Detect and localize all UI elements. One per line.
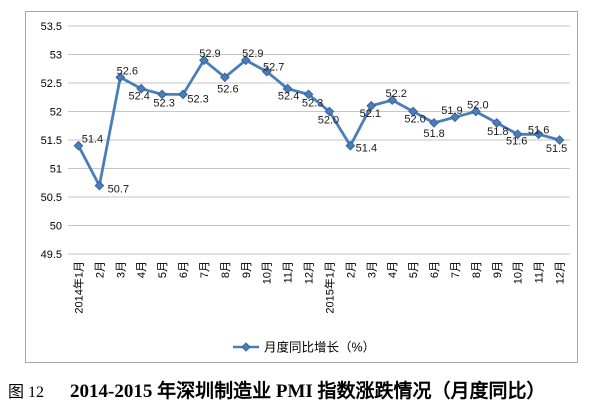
x-axis-tick-label: 11月 xyxy=(283,261,295,283)
x-axis-tick-label: 9月 xyxy=(492,261,504,278)
data-point-marker xyxy=(429,117,439,128)
data-point-marker xyxy=(554,135,565,145)
legend: 月度同比增长（%） xyxy=(233,340,375,355)
figure-title: 2014-2015 年深圳制造业 PMI 指数涨跌情况（月度同比） xyxy=(70,381,546,402)
x-axis-tick-label: 2015年1月 xyxy=(322,261,336,314)
data-point-marker xyxy=(73,140,84,151)
data-point-marker xyxy=(94,180,105,191)
y-axis-tick-label: 51 xyxy=(50,164,62,176)
data-point-label: 51.4 xyxy=(82,134,103,146)
data-point-label: 52.6 xyxy=(117,65,138,77)
data-point-label: 52.7 xyxy=(263,62,284,74)
data-point-marker xyxy=(261,66,272,77)
x-axis-tick-label: 6月 xyxy=(429,261,441,278)
pmi-line-chart: 53.5 53 52.5 52 51.5 51 50.5 50 49.5 2014年1月 2月 3月 4… xyxy=(25,11,578,363)
data-point-marker xyxy=(157,89,168,100)
data-point-marker xyxy=(136,83,147,94)
data-point-label: 51.6 xyxy=(528,124,549,136)
data-point-marker xyxy=(219,72,230,83)
x-axis-tick-label: 2014年1月 xyxy=(71,261,85,314)
data-point-marker xyxy=(324,106,335,117)
y-axis-tick-label: 53.5 xyxy=(41,21,62,33)
data-point-label: 51.4 xyxy=(356,143,377,155)
data-point-label: 52.0 xyxy=(404,114,425,126)
data-point-label: 52.2 xyxy=(385,88,406,100)
data-point-marker xyxy=(199,55,209,66)
data-point-marker xyxy=(366,100,377,111)
data-point-label: 52.3 xyxy=(302,97,323,109)
data-point-marker xyxy=(240,55,251,66)
data-point-marker xyxy=(533,129,544,140)
y-axis-tick-label: 53 xyxy=(50,50,62,62)
x-axis-tick-label: 4月 xyxy=(387,261,399,278)
data-point-label: 52.0 xyxy=(467,100,488,112)
x-axis-tick-label: 11月 xyxy=(534,261,546,283)
legend-label: 月度同比增长（%） xyxy=(264,340,375,355)
y-axis-tick-label: 50.5 xyxy=(41,192,62,204)
data-point-label: 51.9 xyxy=(441,105,462,117)
data-point-label: 52.4 xyxy=(278,91,299,103)
x-axis-tick-label: 8月 xyxy=(220,261,232,278)
data-point-label: 51.8 xyxy=(423,128,444,140)
data-point-label: 52.9 xyxy=(199,48,220,60)
y-axis-tick-label: 52.5 xyxy=(41,78,62,90)
x-axis-tick-label: 9月 xyxy=(241,261,253,278)
data-point-label: 50.7 xyxy=(108,184,129,196)
x-axis-tick-label: 2月 xyxy=(345,261,357,278)
data-point-marker xyxy=(387,95,398,106)
data-point-marker xyxy=(470,106,481,117)
x-axis-tick-label: 3月 xyxy=(115,261,127,278)
legend-marker-icon xyxy=(241,342,251,352)
data-point-label: 52.4 xyxy=(128,91,149,103)
data-point-label: 52.6 xyxy=(217,83,238,95)
x-axis-tick-label: 7月 xyxy=(199,261,211,278)
y-axis-tick-label: 50 xyxy=(50,221,62,233)
x-axis-tick-label: 5月 xyxy=(157,261,169,278)
x-axis-tick-label: 2月 xyxy=(94,261,106,278)
x-axis-tick-label: 10月 xyxy=(262,261,274,284)
x-axis-tick-label: 6月 xyxy=(178,261,190,278)
y-axis-tick-label: 49.5 xyxy=(41,249,62,261)
x-axis-tick-label: 5月 xyxy=(408,261,420,278)
data-point-label: 52.3 xyxy=(153,97,174,109)
data-point-marker xyxy=(491,117,502,128)
data-point-label: 51.5 xyxy=(546,143,567,155)
data-point-marker xyxy=(115,72,126,83)
data-point-label: 51.6 xyxy=(506,135,527,147)
x-axis-tick-label: 3月 xyxy=(366,261,378,278)
data-point-marker xyxy=(408,106,419,117)
data-point-label: 51.8 xyxy=(487,126,508,138)
data-point-marker xyxy=(303,89,314,100)
data-point-label: 52.1 xyxy=(360,108,381,120)
x-axis-tick-label: 12月 xyxy=(555,261,567,284)
figure-number: 图 12 xyxy=(8,384,45,401)
data-point-marker xyxy=(282,83,293,94)
figure-caption: 图 12 2014-2015 年深圳制造业 PMI 指数涨跌情况（月度同比） xyxy=(0,376,605,403)
y-axis-tick-label: 51.5 xyxy=(41,135,62,147)
x-axis-tick-label: 10月 xyxy=(513,261,525,284)
chart-canvas: 53.5 53 52.5 52 51.5 51 50.5 50 49.5 2014年1月 2月 3月 4… xyxy=(41,21,570,355)
y-axis-tick-label: 52 xyxy=(50,107,62,119)
data-point-marker xyxy=(512,129,523,140)
x-axis-tick-label: 7月 xyxy=(450,261,462,278)
data-point-label: 52.9 xyxy=(242,48,263,60)
x-axis-tick-label: 4月 xyxy=(136,261,148,278)
data-point-label: 52.0 xyxy=(318,115,339,127)
data-point-marker xyxy=(450,112,460,123)
data-point-marker xyxy=(345,140,356,151)
x-axis-tick-label: 8月 xyxy=(471,261,483,278)
data-point-marker xyxy=(178,89,188,100)
x-axis-tick-label: 12月 xyxy=(304,261,316,284)
data-point-label: 52.3 xyxy=(187,93,208,105)
